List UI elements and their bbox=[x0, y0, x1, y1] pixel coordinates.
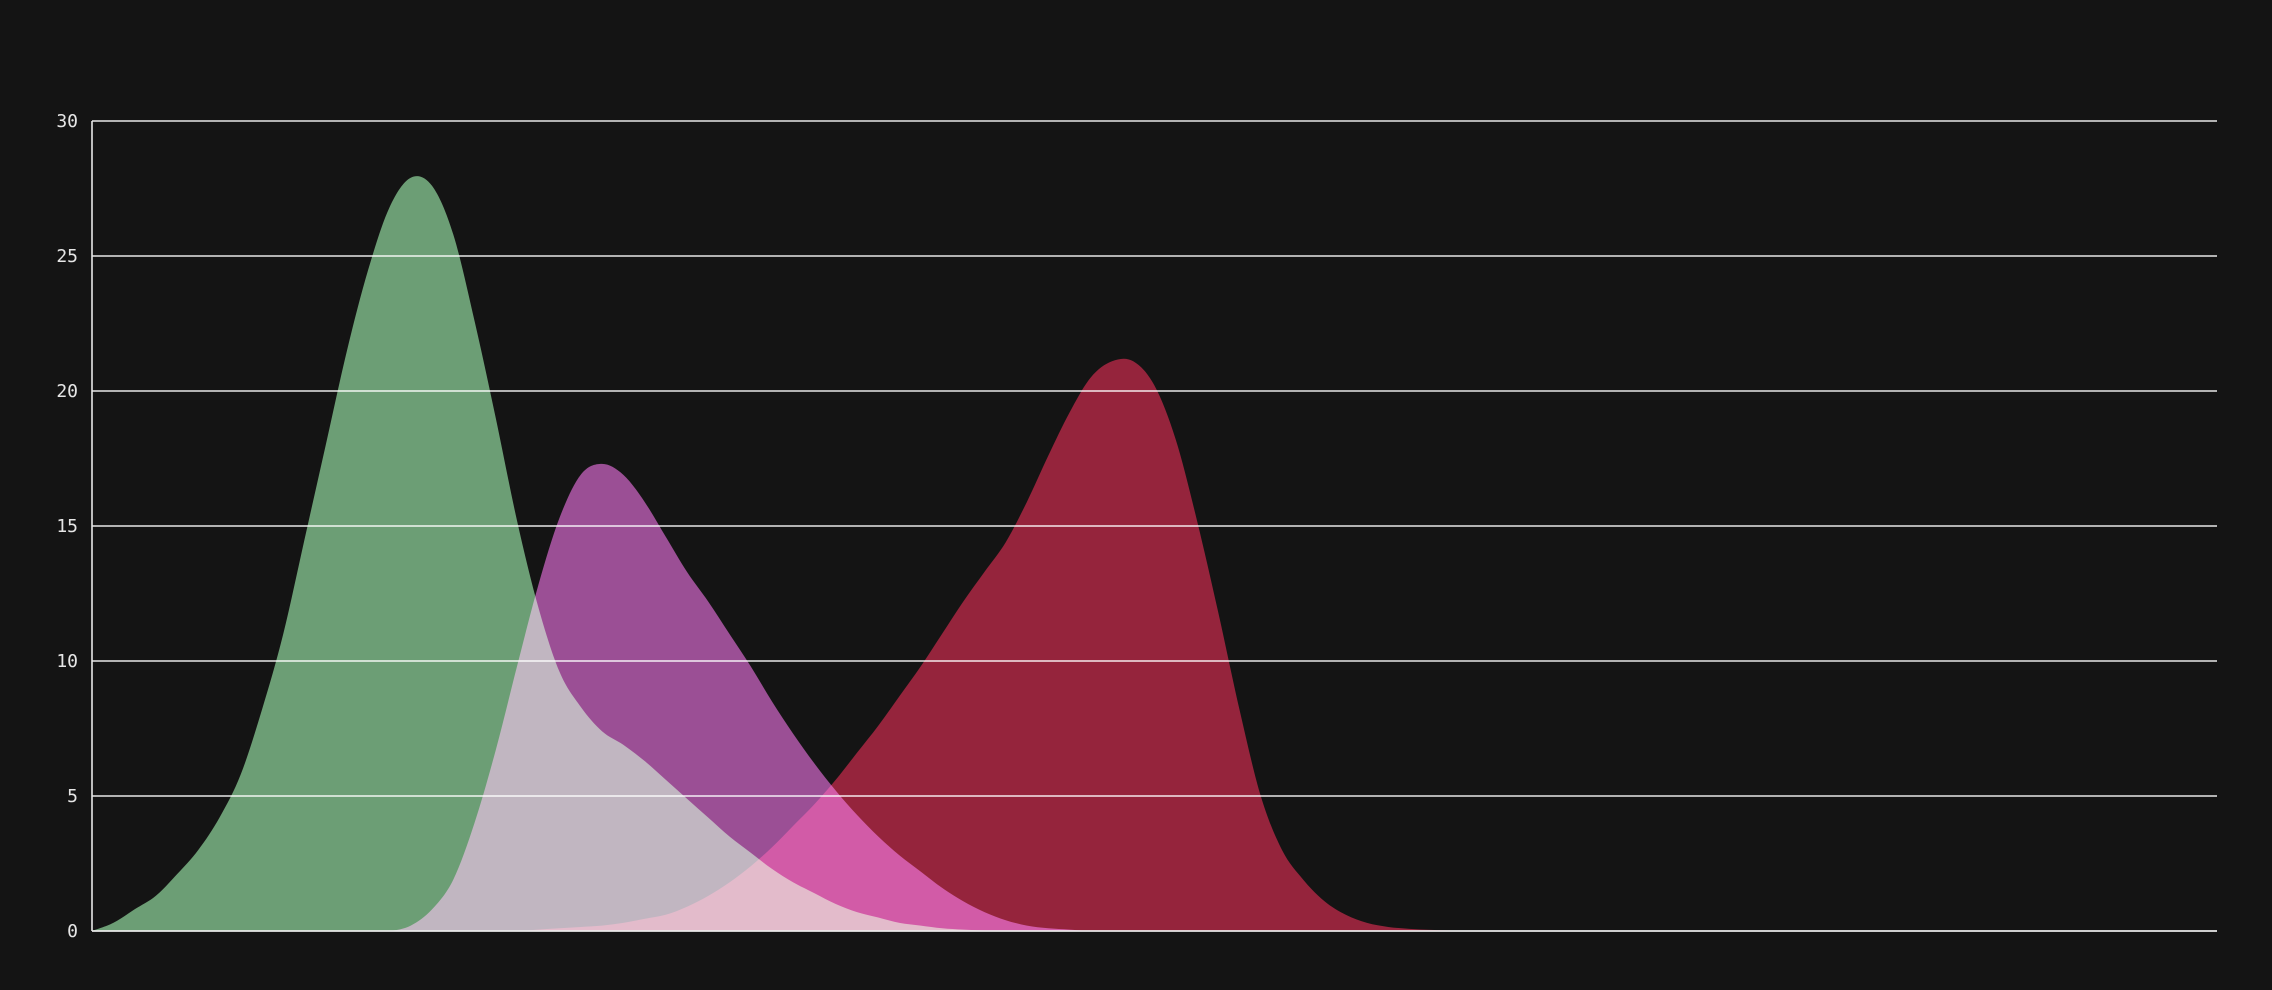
series-area-2 bbox=[92, 463, 2217, 931]
y-tick-label: 25 bbox=[56, 246, 78, 267]
areas bbox=[92, 176, 2217, 932]
y-tick-label: 20 bbox=[56, 381, 78, 402]
y-tick-label: 5 bbox=[67, 786, 78, 807]
y-axis: 0 5 10 15 20 25 30 bbox=[56, 111, 2217, 942]
y-tick-label: 30 bbox=[56, 111, 78, 132]
series-area-3 bbox=[92, 358, 2217, 932]
y-tick-label: 0 bbox=[67, 921, 78, 942]
series-area-1 bbox=[92, 176, 2217, 932]
y-tick-label: 15 bbox=[56, 516, 78, 537]
y-tick-label: 10 bbox=[56, 651, 78, 672]
